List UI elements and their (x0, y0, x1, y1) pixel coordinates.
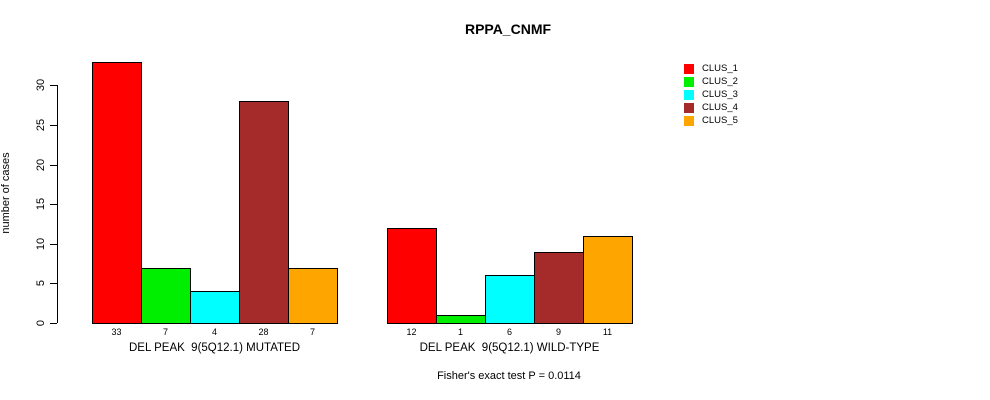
y-axis-tick (50, 244, 57, 245)
bar-clus-1-group2 (387, 228, 437, 324)
bar-clus-3-group1 (190, 291, 240, 324)
bar-value-label: 33 (111, 327, 122, 337)
y-axis-tick-label: 0 (35, 319, 47, 327)
bar-clus-5-group2 (583, 236, 633, 324)
legend-swatch (684, 102, 694, 113)
y-axis-tick-label: 30 (35, 78, 47, 92)
bar-clus-3-group2 (485, 275, 535, 324)
bar-clus-5-group1 (288, 268, 338, 324)
bar-clus-4-group1 (239, 101, 289, 324)
legend-label: CLUS_2 (702, 76, 738, 87)
y-axis-tick-label: 25 (35, 118, 47, 132)
y-axis-tick-label: 15 (35, 197, 47, 211)
y-axis-line (57, 85, 58, 323)
group-label: DEL PEAK 9(5Q12.1) MUTATED (128, 342, 301, 354)
bar-clus-2-group1 (141, 268, 191, 324)
legend: CLUS_1 CLUS_2 CLUS_3 CLUS_4 CLUS_5 (684, 62, 738, 127)
legend-swatch (684, 115, 694, 126)
legend-swatch (684, 63, 694, 74)
group-label: DEL PEAK 9(5Q12.1) WILD-TYPE (419, 342, 600, 354)
legend-item: CLUS_1 (684, 62, 738, 75)
y-axis-tick (50, 204, 57, 205)
bar-clus-4-group2 (534, 252, 584, 324)
legend-item: CLUS_5 (684, 114, 738, 127)
bar-value-label: 9 (555, 327, 561, 337)
y-axis-label: number of cases (0, 152, 12, 234)
legend-swatch (684, 76, 694, 87)
y-axis-tick (50, 283, 57, 284)
legend-label: CLUS_1 (702, 63, 738, 74)
legend-item: CLUS_3 (684, 88, 738, 101)
y-axis-tick (50, 125, 57, 126)
bar-clus-1-group1 (92, 62, 142, 324)
bar-value-label: 7 (309, 327, 315, 337)
bar-value-label: 28 (258, 327, 269, 337)
legend-item: CLUS_2 (684, 75, 738, 88)
bar-value-label: 4 (211, 327, 217, 337)
fisher-test-annotation: Fisher's exact test P = 0.0114 (437, 370, 581, 382)
bar-value-label: 1 (457, 327, 463, 337)
legend-label: CLUS_5 (702, 115, 738, 126)
legend-item: CLUS_4 (684, 101, 738, 114)
bar-value-label: 11 (602, 327, 613, 337)
y-axis-tick (50, 323, 57, 324)
legend-label: CLUS_3 (702, 89, 738, 100)
bar-value-label: 12 (406, 327, 417, 337)
bar-clus-2-group2 (436, 315, 486, 324)
y-axis-tick (50, 85, 57, 86)
chart-title: RPPA_CNMF (464, 21, 552, 37)
y-axis-tick-label: 20 (35, 158, 47, 172)
y-axis-tick-label: 5 (35, 279, 47, 287)
legend-swatch (684, 89, 694, 100)
bar-value-label: 7 (162, 327, 168, 337)
y-axis-tick-label: 10 (35, 237, 47, 251)
y-axis-tick (50, 165, 57, 166)
legend-label: CLUS_4 (702, 102, 738, 113)
bar-value-label: 6 (506, 327, 512, 337)
